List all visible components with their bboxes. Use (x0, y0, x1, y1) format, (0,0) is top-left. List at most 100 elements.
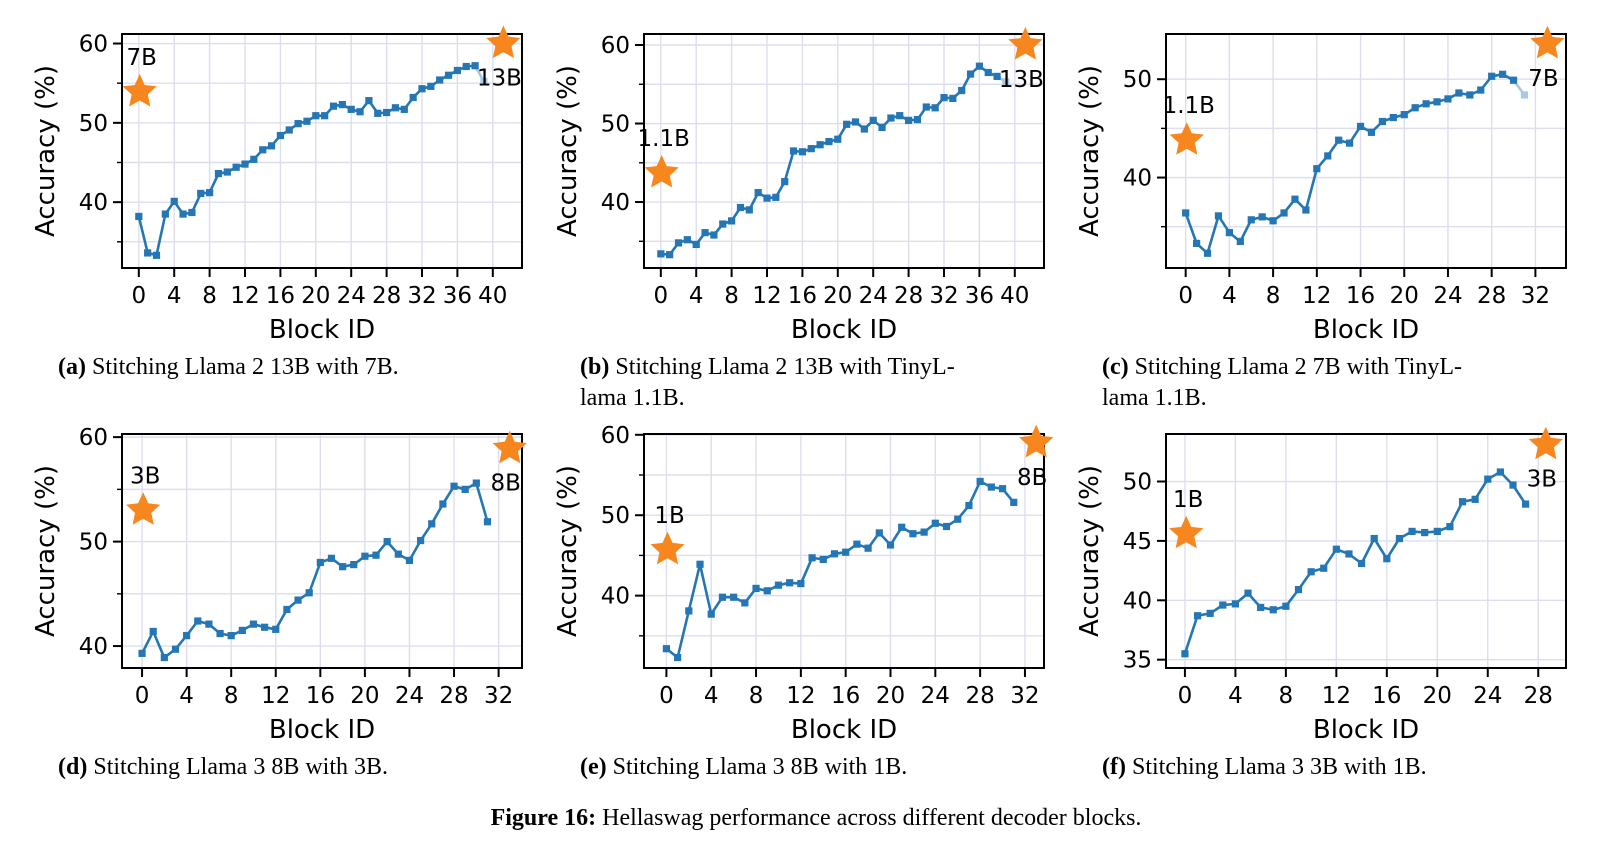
svg-text:50: 50 (601, 503, 630, 529)
svg-text:8B: 8B (491, 471, 521, 497)
svg-text:20: 20 (876, 683, 905, 709)
svg-text:32: 32 (484, 683, 513, 709)
svg-text:40: 40 (478, 283, 507, 309)
svg-text:40: 40 (1000, 283, 1029, 309)
svg-text:28: 28 (1477, 283, 1506, 309)
svg-text:36: 36 (965, 283, 994, 309)
svg-text:8: 8 (749, 683, 764, 709)
caption-f-label: (f) (1102, 754, 1126, 780)
svg-text:20: 20 (1423, 683, 1452, 709)
svg-text:Accuracy (%): Accuracy (%) (1078, 465, 1105, 637)
svg-text:50: 50 (1123, 470, 1152, 496)
subfigure-e: 0 4 8 12 16 20 24 28 32 40 50 60 Block ID Accuracy (%… (556, 414, 1076, 783)
caption-a-label: (a) (58, 354, 86, 380)
svg-text:Block ID: Block ID (1313, 315, 1419, 344)
svg-text:32: 32 (1010, 683, 1039, 709)
svg-text:1B: 1B (1173, 487, 1203, 513)
svg-text:40: 40 (601, 190, 630, 216)
svg-text:16: 16 (306, 683, 335, 709)
caption-c: (c) Stitching Llama 2 7B with TinyL- lam… (1078, 352, 1598, 414)
figure-row-top: 0 4 8 12 16 20 24 28 32 36 40 40 50 60 Block ID Accurac… (34, 14, 1598, 414)
caption-f: (f) Stitching Llama 3 3B with 1B. (1078, 752, 1598, 783)
svg-text:0: 0 (1178, 283, 1193, 309)
subfigure-c: 0 4 8 12 16 20 24 28 32 40 50 Block ID Accuracy (%) 1… (1078, 14, 1598, 414)
svg-text:12: 12 (752, 283, 781, 309)
svg-text:12: 12 (1302, 283, 1331, 309)
svg-text:20: 20 (823, 283, 852, 309)
svg-text:12: 12 (786, 683, 815, 709)
svg-text:40: 40 (1123, 588, 1152, 614)
svg-text:36: 36 (443, 283, 472, 309)
svg-text:24: 24 (1433, 283, 1462, 309)
subfigure-f: 0 4 8 12 16 20 24 28 35 40 45 50 Block ID Accuracy (%… (1078, 414, 1598, 783)
caption-c-label: (c) (1102, 354, 1129, 380)
caption-e-label: (e) (580, 754, 607, 780)
svg-text:45: 45 (1123, 529, 1152, 555)
svg-text:20: 20 (350, 683, 379, 709)
chart-c: 0 4 8 12 16 20 24 28 32 40 50 Block ID Accuracy (%) 1… (1078, 25, 1567, 344)
subfigure-d: 0 4 8 12 16 20 24 28 32 40 50 60 Block ID Accuracy (%… (34, 414, 554, 783)
svg-text:24: 24 (395, 683, 424, 709)
caption-d: (d) Stitching Llama 3 8B with 3B. (34, 752, 554, 783)
svg-text:20: 20 (301, 283, 330, 309)
svg-text:0: 0 (135, 683, 150, 709)
svg-text:0: 0 (653, 283, 668, 309)
svg-text:24: 24 (337, 283, 366, 309)
caption-b: (b) Stitching Llama 2 13B with TinyL- la… (556, 352, 1076, 414)
caption-e-text: Stitching Llama 3 8B with 1B. (612, 754, 908, 780)
svg-text:12: 12 (261, 683, 290, 709)
caption-b-label: (b) (580, 354, 610, 380)
svg-text:40: 40 (1123, 166, 1152, 192)
svg-text:4: 4 (1228, 683, 1243, 709)
svg-text:0: 0 (1178, 683, 1193, 709)
svg-text:50: 50 (601, 112, 630, 138)
svg-text:Accuracy (%): Accuracy (%) (34, 65, 61, 237)
svg-text:24: 24 (921, 683, 950, 709)
svg-text:16: 16 (1372, 683, 1401, 709)
svg-text:24: 24 (1473, 683, 1502, 709)
svg-text:Accuracy (%): Accuracy (%) (1078, 65, 1105, 237)
svg-text:1B: 1B (654, 503, 684, 529)
svg-text:28: 28 (439, 683, 468, 709)
svg-text:8: 8 (202, 283, 217, 309)
caption-d-text: Stitching Llama 3 8B with 3B. (93, 754, 388, 780)
svg-text:Block ID: Block ID (269, 715, 375, 744)
svg-text:32: 32 (929, 283, 958, 309)
svg-text:7B: 7B (1528, 66, 1558, 92)
svg-text:Block ID: Block ID (269, 315, 375, 344)
svg-text:0: 0 (131, 283, 146, 309)
figure-caption-label: Figure 16: (490, 805, 597, 831)
svg-text:20: 20 (1390, 283, 1419, 309)
svg-text:7B: 7B (126, 45, 156, 71)
svg-text:32: 32 (1521, 283, 1550, 309)
figure-caption: Figure 16: Hellaswag performance across … (34, 803, 1598, 834)
caption-f-text: Stitching Llama 3 3B with 1B. (1131, 754, 1427, 780)
figure-16: 0 4 8 12 16 20 24 28 32 36 40 40 50 60 Block ID Accurac… (34, 14, 1598, 834)
svg-text:28: 28 (894, 283, 923, 309)
svg-text:0: 0 (659, 683, 674, 709)
svg-text:3B: 3B (130, 463, 160, 489)
svg-text:8: 8 (224, 683, 239, 709)
svg-text:3B: 3B (1527, 467, 1557, 493)
svg-text:50: 50 (1123, 67, 1152, 93)
svg-text:60: 60 (601, 423, 630, 449)
chart-e: 0 4 8 12 16 20 24 28 32 40 50 60 Block ID Accuracy (%… (556, 423, 1054, 744)
svg-text:40: 40 (79, 634, 108, 660)
caption-b-text: Stitching Llama 2 13B with TinyL- lama 1… (580, 354, 955, 411)
svg-text:16: 16 (1346, 283, 1375, 309)
svg-text:Block ID: Block ID (1313, 715, 1419, 744)
svg-text:40: 40 (79, 190, 108, 216)
subfigure-b: 0 4 8 12 16 20 24 28 32 36 40 40 50 60 Block ID Accurac… (556, 14, 1076, 414)
svg-text:40: 40 (601, 584, 630, 610)
svg-text:28: 28 (965, 683, 994, 709)
svg-text:8B: 8B (1017, 465, 1047, 491)
svg-text:60: 60 (79, 425, 108, 451)
svg-text:12: 12 (230, 283, 259, 309)
svg-text:28: 28 (372, 283, 401, 309)
caption-d-label: (d) (58, 754, 88, 780)
svg-text:50: 50 (79, 111, 108, 137)
svg-text:1.1B: 1.1B (638, 126, 690, 152)
svg-text:60: 60 (601, 33, 630, 59)
